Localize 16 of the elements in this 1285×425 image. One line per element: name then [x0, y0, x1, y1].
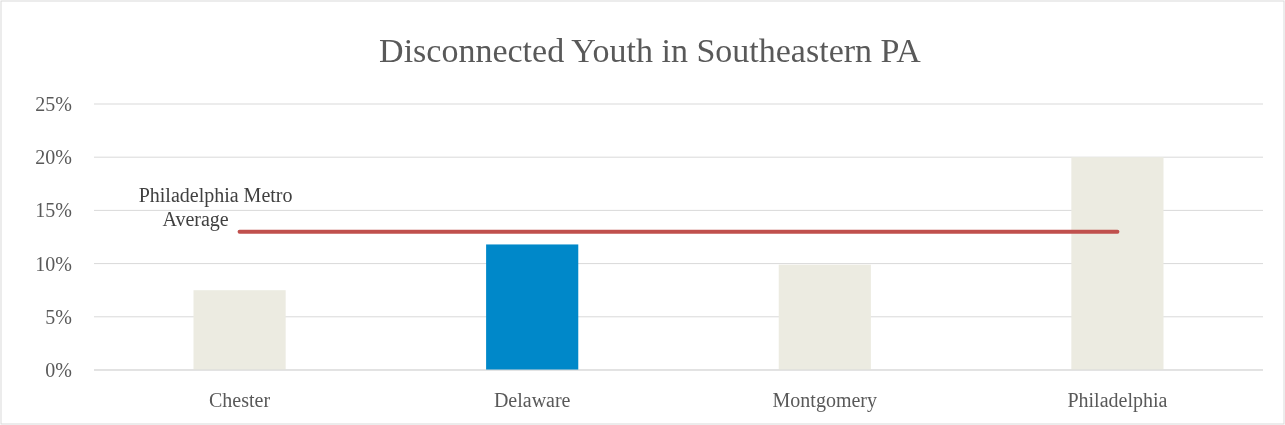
x-tick-label: Delaware — [493, 389, 571, 411]
x-tick-label: Philadelphia — [1067, 389, 1168, 412]
series-label: Philadelphia Metro Average — [138, 183, 293, 231]
y-tick-label: 15% — [35, 199, 72, 222]
bar — [486, 244, 579, 370]
bar — [778, 264, 871, 370]
bar — [1071, 157, 1164, 370]
x-tick-label: Chester — [209, 389, 271, 411]
bar — [193, 290, 286, 370]
x-tick-label: Montgomery — [772, 389, 878, 412]
y-tick-label: 25% — [35, 93, 72, 115]
y-tick-label: 20% — [35, 146, 72, 169]
y-tick-label: 10% — [35, 252, 72, 275]
chart-title: Disconnected Youth in Southeastern PA — [379, 32, 922, 69]
y-tick-label: 0% — [45, 359, 72, 381]
y-tick-label: 5% — [45, 305, 72, 328]
